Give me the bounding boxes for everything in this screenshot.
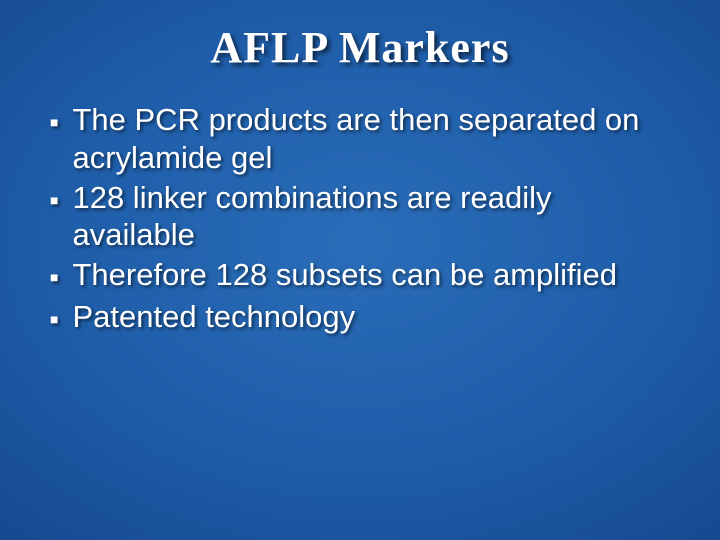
- list-item: ■ Therefore 128 subsets can be amplified: [44, 256, 676, 296]
- slide: AFLP Markers ■ The PCR products are then…: [0, 0, 720, 540]
- list-item: ■ The PCR products are then separated on…: [44, 101, 676, 177]
- bullet-square-icon: ■: [44, 256, 72, 296]
- bullet-square-icon: ■: [44, 101, 72, 141]
- list-item: ■ Patented technology: [44, 298, 676, 338]
- slide-body: ■ The PCR products are then separated on…: [0, 73, 720, 338]
- bullet-square-icon: ■: [44, 298, 72, 338]
- bullet-text: Therefore 128 subsets can be amplified: [72, 256, 676, 294]
- bullet-square-icon: ■: [44, 179, 72, 219]
- bullet-text: Patented technology: [72, 298, 676, 336]
- slide-title: AFLP Markers: [0, 0, 720, 73]
- bullet-text: The PCR products are then separated on a…: [72, 101, 676, 177]
- bullet-text: 128 linker combinations are readily avai…: [72, 179, 676, 255]
- list-item: ■ 128 linker combinations are readily av…: [44, 179, 676, 255]
